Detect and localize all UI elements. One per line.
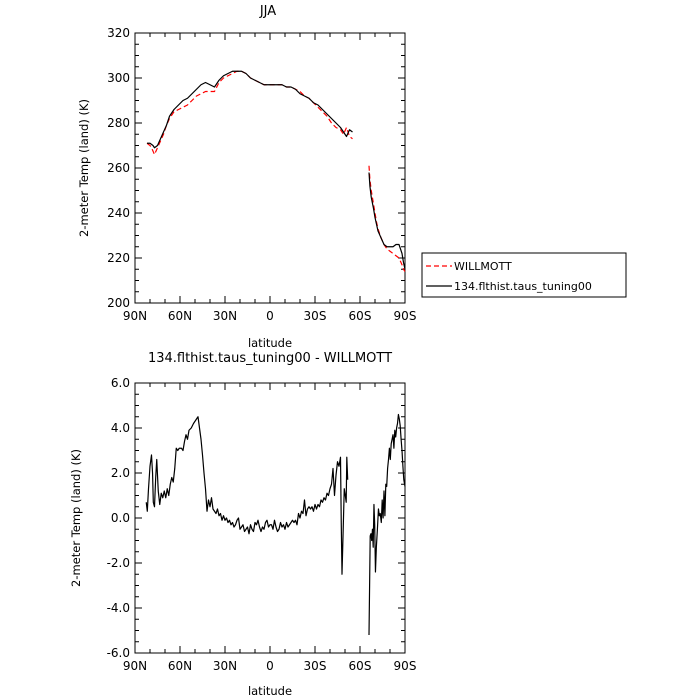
top-chart-title: JJA [259, 4, 276, 19]
legend: WILLMOTT 134.flthist.taus_tuning00 [421, 252, 627, 298]
top-y-tick-label: 260 [107, 161, 130, 175]
top-y-tick-label: 240 [107, 206, 130, 220]
bottom-y-tick-label: 0.0 [111, 511, 130, 525]
bottom-x-tick-label: 90N [123, 659, 147, 673]
legend-label-willmott: WILLMOTT [454, 260, 512, 273]
top-axes: 90N 60N 30N 0 30S 60S 90S 200 220 240 260 280 300 320 [107, 26, 416, 323]
bottom-series-0-line [145, 416, 349, 575]
bottom-panel: 134.flthist.taus_tuning00 - WILLMOTT 2-m… [69, 351, 416, 698]
bottom-axes: 90N 60N 30N 0 30S 60S 90S -6.0 -4.0 -2.0 0.0 2.0 4.0… [107, 376, 417, 673]
top-y-tick-label: 280 [107, 116, 130, 130]
bottom-chart-title: 134.flthist.taus_tuning00 - WILLMOTT [148, 351, 392, 366]
top-y-axis-label: 2-meter Temp (land) (K) [77, 99, 91, 237]
bottom-y-axis-label: 2-meter Temp (land) (K) [69, 449, 83, 587]
top-x-tick-label: 30S [304, 309, 327, 323]
bottom-x-axis-label: latitude [248, 684, 292, 698]
bottom-y-tick-label: -4.0 [107, 601, 130, 615]
top-x-tick-label: 90S [394, 309, 417, 323]
top-x-tick-label: 30N [213, 309, 237, 323]
top-y-tick-label: 220 [107, 251, 130, 265]
bottom-y-tick-label: 6.0 [111, 376, 130, 390]
bottom-x-tick-label: 30N [213, 659, 237, 673]
top-x-axis-label: latitude [248, 336, 292, 350]
bottom-plot-area [145, 413, 406, 636]
bottom-series-0-line [368, 413, 406, 636]
top-x-tick-label: 60N [168, 309, 192, 323]
bottom-x-tick-label: 60S [349, 659, 372, 673]
bottom-y-tick-label: 2.0 [111, 466, 130, 480]
top-x-tick-label: 90N [123, 309, 147, 323]
bottom-x-tick-label: 90S [394, 659, 417, 673]
top-x-tick-label: 60S [349, 309, 372, 323]
bottom-plot-frame [134, 382, 406, 654]
bottom-x-tick-label: 0 [266, 659, 274, 673]
top-series-0-line [146, 70, 353, 156]
legend-label-model: 134.flthist.taus_tuning00 [454, 280, 592, 293]
bottom-y-tick-label: -6.0 [107, 646, 130, 660]
bottom-y-tick-label: 4.0 [111, 421, 130, 435]
top-series-1-line [368, 172, 406, 270]
top-x-tick-label: 0 [266, 309, 274, 323]
bottom-x-tick-label: 60N [168, 659, 192, 673]
top-series-1-line [147, 70, 353, 149]
top-y-tick-label: 320 [107, 26, 130, 40]
top-panel: JJA 2-meter Temp (land) (K) latitude 90N… [77, 4, 416, 350]
top-y-tick-label: 200 [107, 296, 130, 310]
top-series-0-line [368, 165, 406, 272]
top-y-tick-label: 300 [107, 71, 130, 85]
bottom-x-tick-label: 30S [304, 659, 327, 673]
bottom-y-tick-label: -2.0 [107, 556, 130, 570]
top-plot-area [146, 70, 406, 272]
top-plot-frame [134, 32, 406, 304]
legend-box [421, 252, 627, 298]
